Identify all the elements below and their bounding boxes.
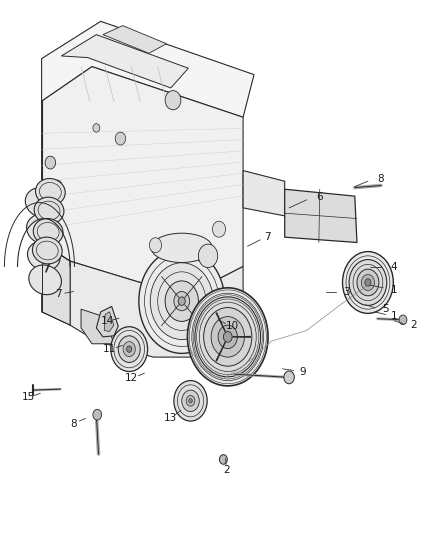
- Text: 12: 12: [125, 374, 138, 383]
- Text: 2: 2: [223, 465, 230, 475]
- Text: 1: 1: [391, 286, 398, 295]
- Polygon shape: [81, 309, 114, 344]
- Text: 7: 7: [264, 232, 271, 242]
- Text: 2: 2: [410, 320, 417, 330]
- Circle shape: [139, 249, 225, 353]
- Circle shape: [118, 336, 140, 362]
- Ellipse shape: [28, 241, 60, 271]
- Text: 10: 10: [226, 321, 239, 331]
- Polygon shape: [96, 306, 118, 337]
- Circle shape: [357, 269, 379, 296]
- Circle shape: [349, 260, 387, 305]
- Text: 11: 11: [103, 344, 116, 354]
- Polygon shape: [70, 261, 243, 357]
- Ellipse shape: [29, 265, 61, 295]
- Circle shape: [399, 315, 407, 325]
- Polygon shape: [42, 21, 254, 117]
- Circle shape: [189, 399, 192, 403]
- Text: 13: 13: [164, 414, 177, 423]
- Text: 9: 9: [299, 367, 306, 376]
- Polygon shape: [42, 243, 70, 325]
- Circle shape: [204, 308, 252, 366]
- Polygon shape: [42, 67, 243, 288]
- Ellipse shape: [32, 237, 62, 264]
- Ellipse shape: [151, 233, 212, 263]
- Circle shape: [182, 390, 199, 411]
- Text: 1: 1: [391, 311, 398, 321]
- Text: 14: 14: [101, 316, 114, 326]
- Circle shape: [219, 455, 227, 464]
- Ellipse shape: [33, 219, 63, 245]
- Circle shape: [41, 196, 51, 209]
- Circle shape: [218, 325, 237, 349]
- Circle shape: [174, 381, 207, 421]
- Circle shape: [115, 132, 126, 145]
- Text: 8: 8: [378, 174, 385, 183]
- Circle shape: [165, 281, 198, 321]
- Ellipse shape: [35, 179, 65, 205]
- Ellipse shape: [34, 197, 64, 224]
- Circle shape: [211, 317, 244, 357]
- Circle shape: [127, 346, 132, 352]
- Circle shape: [187, 288, 268, 386]
- Polygon shape: [285, 189, 357, 243]
- Circle shape: [223, 332, 232, 342]
- Text: 15: 15: [22, 392, 35, 402]
- Circle shape: [150, 263, 213, 340]
- Circle shape: [212, 221, 226, 237]
- Ellipse shape: [27, 214, 59, 244]
- Circle shape: [52, 180, 62, 193]
- Text: 8: 8: [70, 419, 77, 429]
- Text: 7: 7: [55, 289, 62, 299]
- Circle shape: [361, 274, 374, 290]
- Text: 4: 4: [391, 262, 398, 271]
- Circle shape: [284, 371, 294, 384]
- Circle shape: [186, 395, 195, 406]
- Circle shape: [93, 409, 102, 420]
- Polygon shape: [103, 26, 166, 53]
- Circle shape: [174, 292, 190, 311]
- Circle shape: [178, 297, 185, 305]
- Circle shape: [149, 238, 162, 253]
- Ellipse shape: [25, 188, 58, 217]
- Circle shape: [111, 327, 148, 372]
- Polygon shape: [61, 35, 188, 88]
- Circle shape: [195, 297, 261, 377]
- Circle shape: [165, 91, 181, 110]
- Circle shape: [365, 279, 371, 286]
- Polygon shape: [243, 171, 285, 216]
- Circle shape: [198, 244, 218, 268]
- Circle shape: [45, 156, 56, 169]
- Circle shape: [93, 124, 100, 132]
- Polygon shape: [104, 312, 114, 332]
- Text: 5: 5: [382, 304, 389, 314]
- Circle shape: [123, 342, 135, 357]
- Circle shape: [343, 252, 393, 313]
- Text: 6: 6: [316, 192, 323, 202]
- Text: 3: 3: [343, 287, 350, 296]
